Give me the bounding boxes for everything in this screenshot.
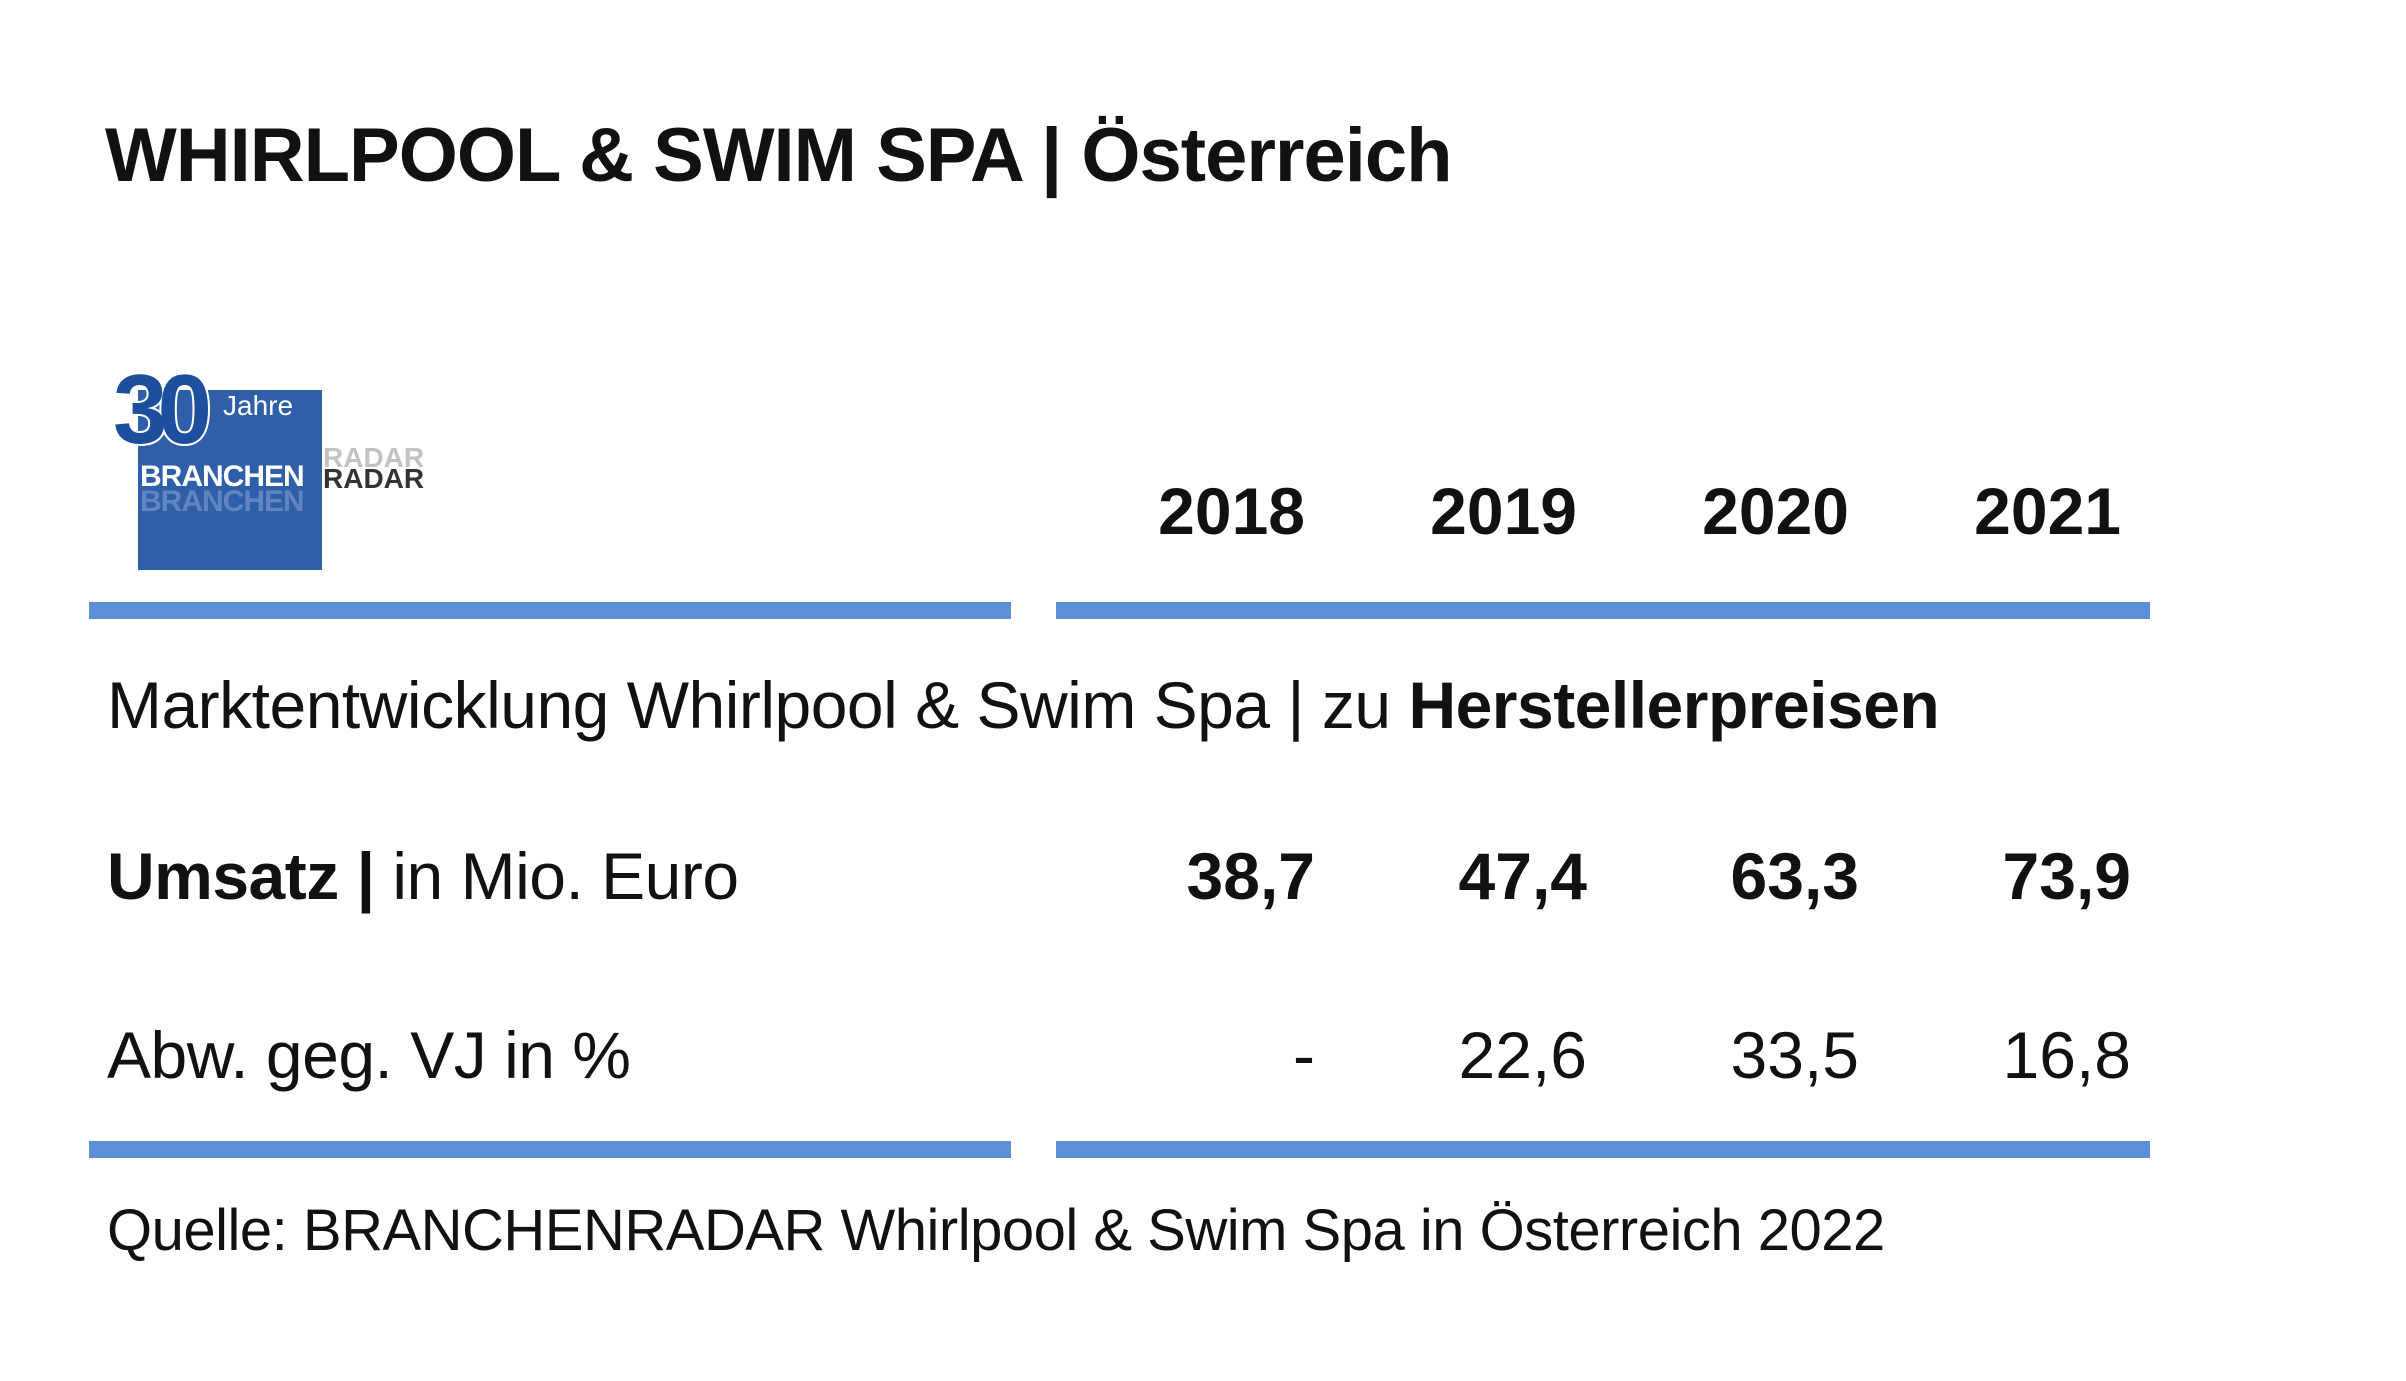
year-header: 2019 xyxy=(1430,474,1577,548)
table-cell: 63,3 xyxy=(1730,839,1859,913)
row-label-abweichung: Abw. geg. VJ in % xyxy=(107,1018,631,1092)
logo-radar-reflection: RADAR xyxy=(323,442,425,473)
logo-number: 30 xyxy=(111,354,214,464)
table-cell: 22,6 xyxy=(1458,1018,1587,1092)
table-cell: 33,5 xyxy=(1730,1018,1859,1092)
logo-branchen-reflection: BRANCHEN xyxy=(140,485,305,518)
table-cell: 16,8 xyxy=(2002,1018,2131,1092)
logo-radar: RADAR xyxy=(323,463,425,494)
table-subtitle: Marktentwicklung Whirlpool & Swim Spa | … xyxy=(107,672,1940,738)
branchenradar-logo: 30 Jahre BRANCHEN BRANCHEN RADAR RADAR xyxy=(111,354,448,570)
header-rule-right xyxy=(1056,602,2150,619)
table-cell: 47,4 xyxy=(1458,839,1587,913)
row-label-umsatz: Umsatz | in Mio. Euro xyxy=(107,843,739,909)
table-cell: 38,7 xyxy=(1186,839,1315,913)
year-header: 2020 xyxy=(1702,474,1849,548)
logo-blue-box xyxy=(138,390,322,570)
row-label-regular: in Mio. Euro xyxy=(374,839,739,913)
year-header: 2018 xyxy=(1158,474,1305,548)
footer-rule-right xyxy=(1056,1141,2150,1158)
year-header: 2021 xyxy=(1974,474,2121,548)
footer-rule-left xyxy=(89,1141,1011,1158)
logo-branchen: BRANCHEN xyxy=(140,460,305,493)
logo-jahre: Jahre xyxy=(223,390,294,421)
subtitle-regular: Marktentwicklung Whirlpool & Swim Spa | … xyxy=(107,668,1409,742)
row-label-bold: Umsatz | xyxy=(107,839,375,913)
table-cell: 73,9 xyxy=(2002,839,2131,913)
page-title: WHIRLPOOL & SWIM SPA | Österreich xyxy=(105,113,1453,198)
source-note: Quelle: BRANCHENRADAR Whirlpool & Swim S… xyxy=(107,1198,1885,1263)
table-cell: - xyxy=(1293,1018,1315,1092)
subtitle-bold: Herstellerpreisen xyxy=(1408,668,1940,742)
header-rule-left xyxy=(89,602,1011,619)
